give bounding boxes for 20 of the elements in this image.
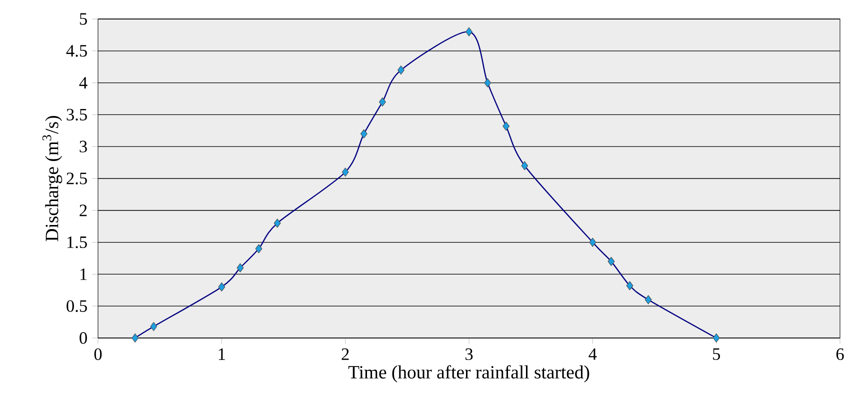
y-tick-label: 1 (80, 268, 87, 280)
x-tick-label: 6 (836, 348, 844, 360)
x-tick-label: 3 (466, 348, 473, 360)
x-tick-label: 2 (342, 348, 349, 360)
y-tick-label: 3.5 (66, 108, 87, 121)
y-tick-label: 0 (80, 332, 87, 344)
y-tick-label: 4.5 (66, 45, 87, 57)
y-tick-label: 1.5 (67, 236, 87, 248)
x-tick-label: 0 (94, 348, 102, 360)
x-tick-label: 5 (713, 348, 720, 360)
y-tick-label: 0.5 (66, 300, 87, 312)
y-tick-label: 2 (80, 204, 87, 216)
x-tick-label: 1 (218, 348, 225, 360)
y-axis-title: Discharge (m$^{3}$/s) (42, 116, 62, 242)
y-tick-label: 5 (80, 13, 87, 25)
y-tick-label: 2.5 (66, 172, 87, 184)
x-axis-title: Time (hour after rainfall started) (348, 365, 590, 382)
y-tick-label: 4 (79, 77, 88, 89)
x-tick-label: 4 (588, 348, 597, 360)
y-tick-label: 3 (80, 140, 87, 152)
